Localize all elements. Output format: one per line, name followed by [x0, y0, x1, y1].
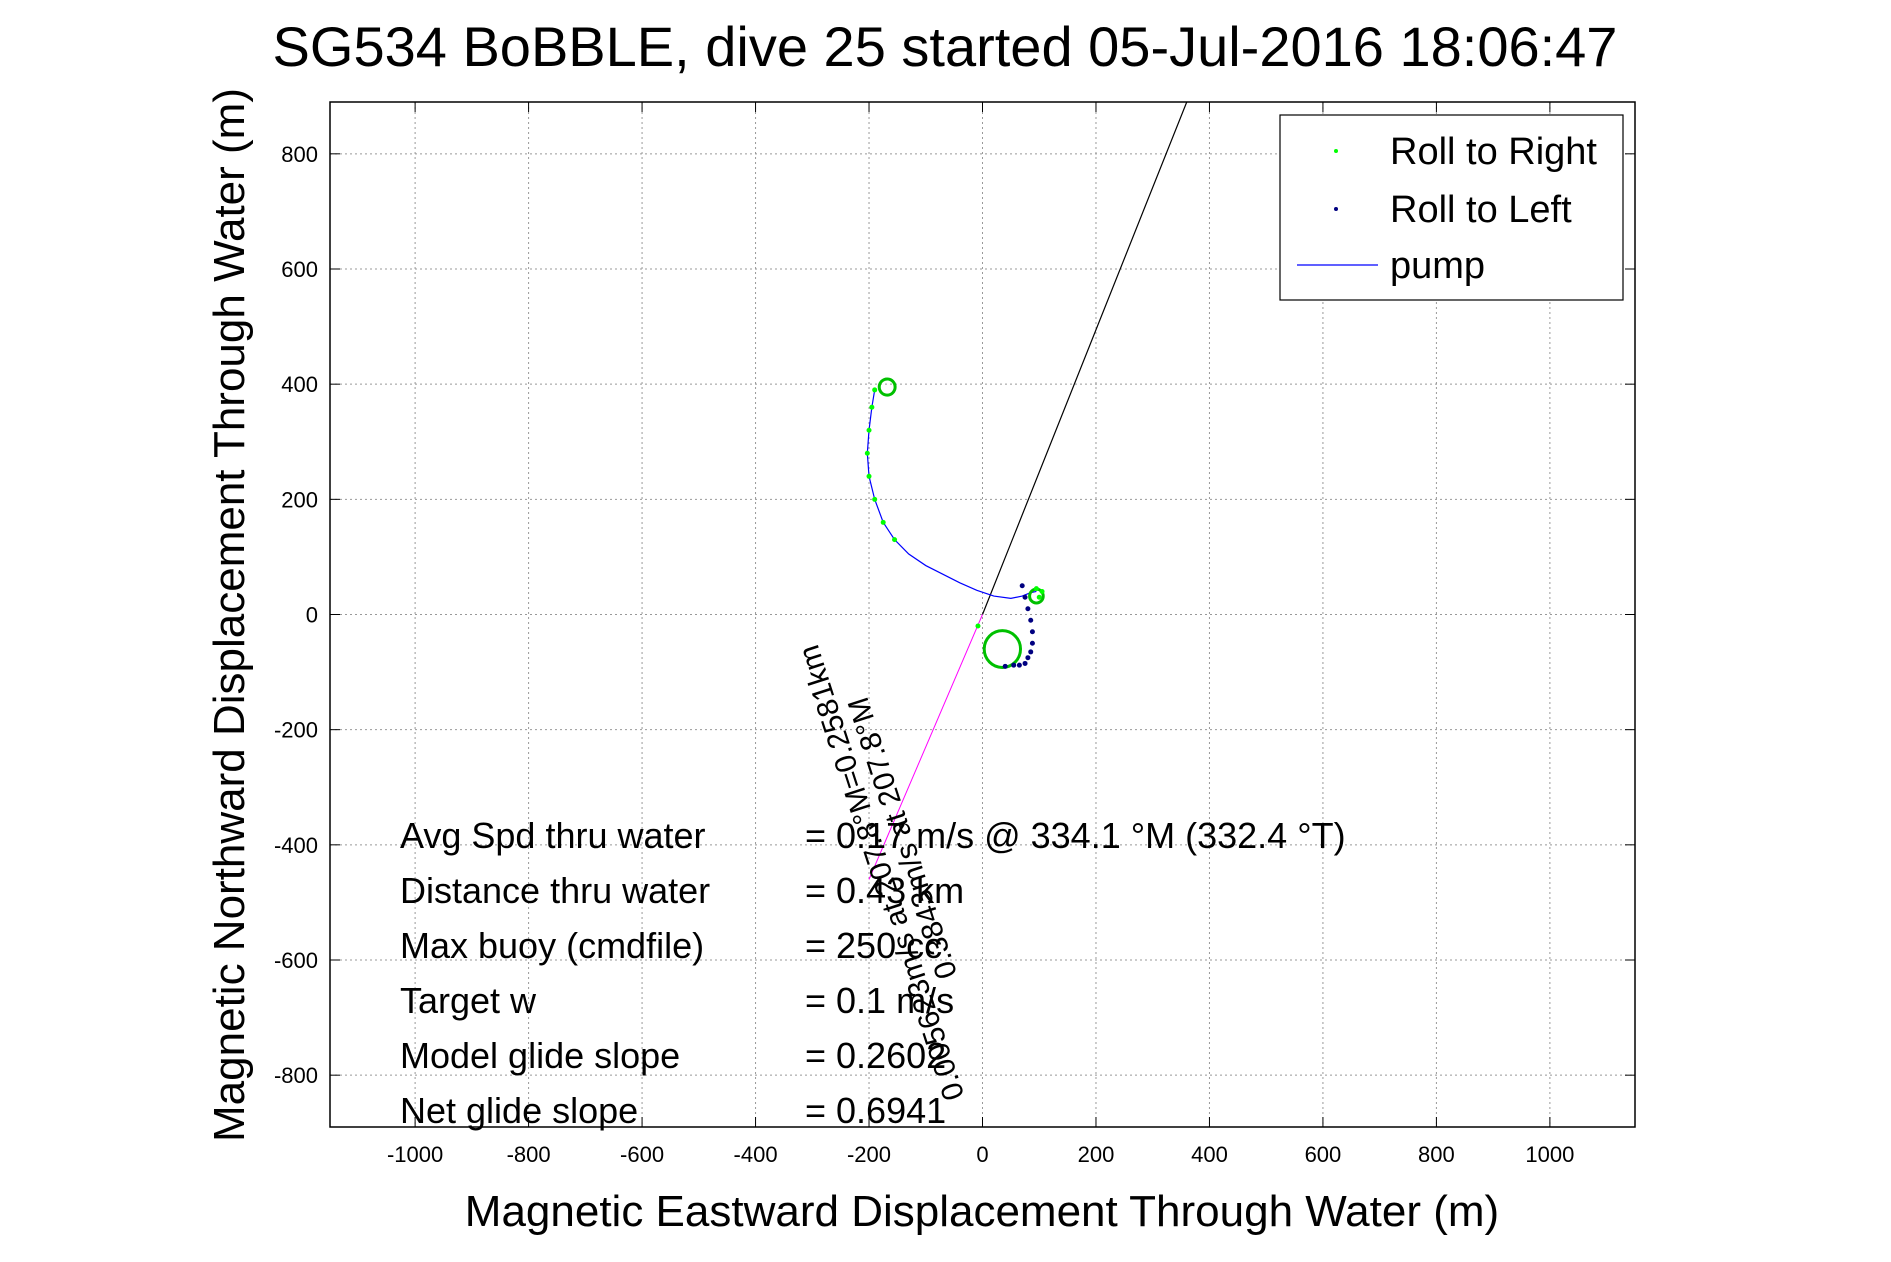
- x-tick-label: -400: [734, 1142, 778, 1167]
- loop-circle: [982, 629, 1023, 669]
- point-roll-right: [869, 404, 875, 410]
- point-roll-left: [1025, 655, 1031, 661]
- point-roll-right: [866, 427, 872, 433]
- y-tick-label: -400: [274, 833, 318, 858]
- y-tick-label: 200: [281, 487, 318, 512]
- legend-label-pump: pump: [1390, 245, 1485, 287]
- point-roll-right: [1033, 586, 1039, 592]
- y-axis-label: Magnetic Northward Displacement Through …: [205, 88, 254, 1142]
- stat-value: = 250 cc: [805, 925, 942, 966]
- series-pump-line: [866, 389, 1037, 599]
- x-tick-label: 600: [1305, 1142, 1342, 1167]
- stat-label: Net glide slope: [400, 1090, 638, 1131]
- y-tick-label: 600: [281, 257, 318, 282]
- y-tick-label: -600: [274, 948, 318, 973]
- point-roll-left: [1028, 617, 1034, 623]
- stat-value: = 0.6941: [805, 1090, 946, 1131]
- point-roll-right: [880, 519, 886, 525]
- stats-block: Avg Spd thru water = 0.17 m/s @ 334.1 °M …: [400, 815, 1346, 1131]
- point-roll-right: [892, 537, 898, 543]
- legend-swatch-roll-right: [1334, 149, 1338, 153]
- point-roll-left: [1011, 662, 1017, 668]
- point-roll-left: [1028, 649, 1034, 655]
- x-tick-label: -1000: [387, 1142, 443, 1167]
- point-roll-left: [1022, 594, 1028, 600]
- y-tick-label: -200: [274, 718, 318, 743]
- legend-swatch-roll-left: [1334, 207, 1338, 211]
- legend-label-roll-right: Roll to Right: [1390, 131, 1597, 173]
- stat-value: = 0.1 m/s: [805, 980, 954, 1021]
- point-roll-left: [1025, 606, 1031, 612]
- chart-title: SG534 BoBBLE, dive 25 started 05-Jul-201…: [273, 15, 1618, 78]
- heading-line: [981, 102, 1188, 615]
- y-tick-label: 800: [281, 142, 318, 167]
- point-roll-right: [872, 387, 878, 393]
- ticks: -1000 -800 -600 -400 -200 0 200 400 600 800 1000 -8…: [274, 102, 1635, 1167]
- stat-value: = 0.43 km: [805, 870, 964, 911]
- point-roll-right: [1036, 594, 1042, 600]
- stat-value: = 0.17 m/s @ 334.1 °M (332.4 °T): [805, 815, 1346, 856]
- point-roll-left: [1016, 662, 1022, 668]
- x-tick-label: 400: [1191, 1142, 1228, 1167]
- point-roll-right: [864, 450, 870, 456]
- y-tick-label: 400: [281, 372, 318, 397]
- legend: Roll to Right Roll to Left pump: [1279, 114, 1624, 301]
- point-roll-left: [1029, 640, 1035, 646]
- point-roll-right: [866, 473, 872, 479]
- point-roll-left: [1022, 660, 1028, 666]
- point-roll-right: [1039, 588, 1045, 594]
- x-tick-label: 200: [1078, 1142, 1115, 1167]
- stat-label: Target w: [400, 980, 537, 1021]
- x-tick-label: -800: [507, 1142, 551, 1167]
- y-tick-label: -800: [274, 1063, 318, 1088]
- point-roll-left: [1029, 629, 1035, 635]
- x-tick-label: 1000: [1525, 1142, 1574, 1167]
- y-tick-label: 0: [306, 603, 318, 628]
- point-roll-right: [975, 623, 981, 629]
- stat-label: Avg Spd thru water: [400, 815, 706, 856]
- stat-label: Max buoy (cmdfile): [400, 925, 704, 966]
- stat-value: = 0.2602: [805, 1035, 946, 1076]
- x-tick-label: -600: [620, 1142, 664, 1167]
- point-roll-left: [1002, 663, 1008, 669]
- point-roll-right: [872, 496, 878, 502]
- x-tick-label: -200: [847, 1142, 891, 1167]
- point-roll-left: [1019, 583, 1025, 589]
- x-axis-label: Magnetic Eastward Displacement Through W…: [465, 1187, 1499, 1236]
- data-layer: [864, 102, 1188, 880]
- stat-label: Model glide slope: [400, 1035, 680, 1076]
- x-tick-label: 800: [1418, 1142, 1455, 1167]
- loop-circle: [877, 377, 897, 397]
- current-line: [868, 614, 983, 880]
- stat-label: Distance thru water: [400, 870, 710, 911]
- x-tick-label: 0: [976, 1142, 988, 1167]
- legend-label-roll-left: Roll to Left: [1390, 189, 1572, 231]
